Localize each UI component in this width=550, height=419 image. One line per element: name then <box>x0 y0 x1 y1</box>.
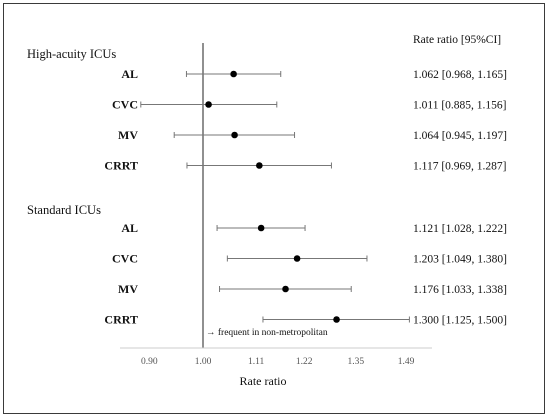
row-label: MV <box>118 282 138 296</box>
x-tick-label: 1.11 <box>248 357 265 367</box>
point-estimate <box>256 162 263 169</box>
point-estimate <box>230 70 237 78</box>
row-label: MV <box>118 128 138 142</box>
row-label: AL <box>121 221 138 235</box>
row-label: CRRT <box>104 159 138 173</box>
x-tick-label: 1.35 <box>347 357 364 367</box>
row-label: AL <box>121 67 138 81</box>
row-label: CRRT <box>104 313 138 327</box>
row-label: CVC <box>112 252 138 266</box>
estimate-ci-label: 1.121 [1.028, 1.222] <box>413 223 507 235</box>
point-estimate <box>205 101 212 108</box>
point-estimate <box>333 316 340 323</box>
direction-annotation: → frequent in non-metropolitan <box>206 327 328 338</box>
point-estimate <box>282 285 289 293</box>
point-estimate <box>293 255 301 262</box>
estimate-ci-label: 1.062 [0.968, 1.165] <box>413 69 507 81</box>
point-estimate <box>231 131 238 139</box>
value-column-header: Rate ratio [95%CI] <box>413 34 501 46</box>
text-layer: Rate ratio [95%CI] High-acuity ICUs AL 1.06… <box>27 34 507 388</box>
estimate-ci-label: 1.064 [0.945, 1.197] <box>413 130 507 142</box>
x-tick-label: 1.00 <box>195 357 212 367</box>
estimate-ci-label: 1.176 [1.033, 1.338] <box>413 284 507 296</box>
estimate-ci-label: 1.300 [1.125, 1.500] <box>413 315 507 327</box>
x-axis-title: Rate ratio <box>240 374 287 388</box>
x-tick-label: 1.22 <box>296 357 313 367</box>
x-tick-label: 1.49 <box>398 357 415 367</box>
marks-layer <box>140 70 410 323</box>
x-tick-label: 0.90 <box>141 357 158 367</box>
group-label: Standard ICUs <box>27 203 101 217</box>
row-label: CVC <box>112 98 138 112</box>
axis-layer <box>120 43 432 349</box>
group-label: High-acuity ICUs <box>27 47 116 61</box>
estimate-ci-label: 1.203 [1.049, 1.380] <box>413 254 507 266</box>
point-estimate <box>257 224 265 232</box>
figure-frame <box>3 3 545 414</box>
estimate-ci-label: 1.117 [0.969, 1.287] <box>413 161 506 173</box>
estimate-ci-label: 1.011 [0.885, 1.156] <box>413 100 506 112</box>
